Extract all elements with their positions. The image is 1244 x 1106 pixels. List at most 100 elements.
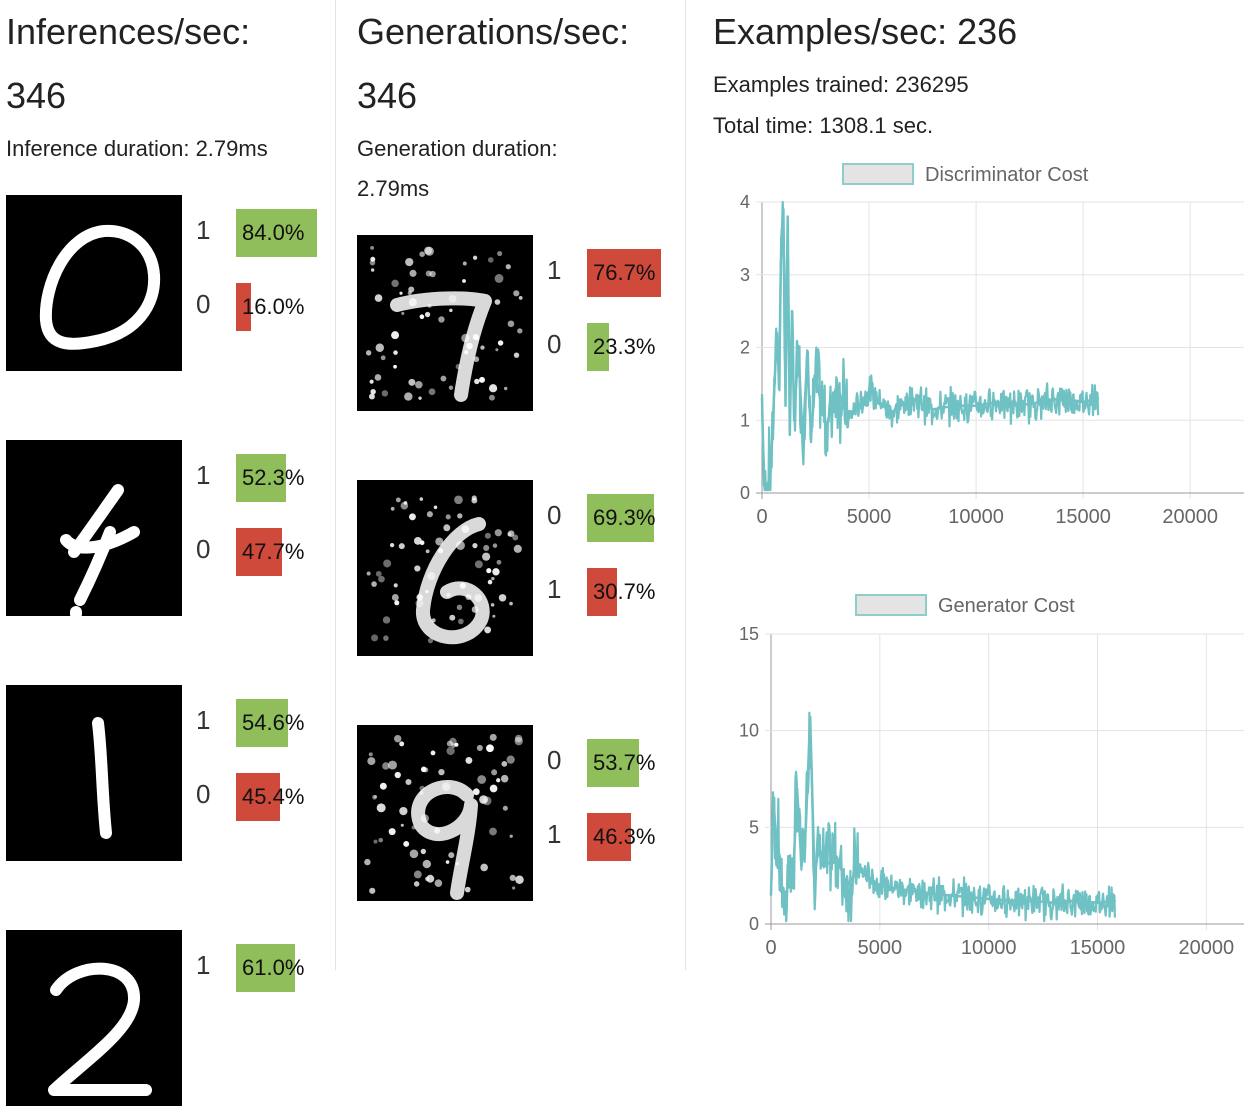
noise-dot: [484, 626, 492, 634]
noise-dot: [371, 581, 377, 587]
series-point: [765, 485, 768, 489]
series-point: [773, 375, 777, 378]
series-point: [782, 208, 785, 211]
digit-stroke: [92, 717, 112, 839]
noise-dot: [415, 381, 423, 389]
prediction-confidence-bar: [587, 323, 610, 371]
noise-dot: [472, 543, 478, 549]
series-line-detail: [760, 200, 1100, 492]
series-line: [760, 208, 1099, 489]
noise-dot: [465, 756, 473, 764]
noise-dot: [431, 618, 436, 623]
series-point: [776, 845, 779, 848]
series-point: [778, 855, 781, 858]
noise-dot: [517, 328, 523, 334]
noise-dot: [482, 796, 492, 806]
noise-dot: [370, 256, 376, 262]
noise-dot: [480, 345, 485, 350]
noise-dot: [461, 333, 470, 343]
series-point: [835, 382, 839, 386]
examples-rate: Examples/sec: 236: [713, 11, 1018, 52]
series-point: [1009, 899, 1012, 902]
noise-dot: [446, 592, 451, 598]
noise-dot: [483, 544, 490, 551]
series-point: [1096, 397, 1100, 400]
noise-dot: [472, 788, 480, 796]
digit-image: [6, 930, 182, 1106]
noise-dot: [503, 386, 508, 391]
generator-cost-chart: Generator Cost 0 5000 10000 15000 20000 0 5 10 15: [686, 585, 1244, 975]
prediction-percent: 16.0%: [242, 294, 305, 319]
noise-dot: [495, 348, 499, 352]
noise-dot: [505, 264, 511, 270]
series-point: [900, 888, 903, 891]
series-point: [910, 397, 914, 400]
noise-dot: [374, 294, 383, 302]
series-point: [810, 433, 813, 436]
noise-dot: [371, 634, 379, 642]
noise-dot: [408, 378, 416, 386]
noise-dot: [445, 514, 451, 520]
noise-dot: [456, 604, 463, 611]
noise-dot: [383, 635, 389, 641]
noise-dot: [497, 340, 504, 346]
noise-dot: [494, 529, 502, 537]
legend-swatch: [855, 594, 927, 616]
noise-dot: [422, 859, 432, 869]
noise-dot: [462, 279, 466, 283]
noise-dot: [405, 257, 414, 267]
series-point: [787, 855, 790, 858]
series-point: [1052, 901, 1056, 904]
noise-dot: [451, 743, 456, 748]
prediction-percent: 54.6%: [242, 710, 305, 735]
series-point: [784, 404, 787, 407]
noise-dot: [486, 744, 494, 753]
series-point: [771, 426, 774, 429]
series-point: [1031, 899, 1034, 902]
noise-dot: [458, 618, 464, 625]
noise-dot: [479, 795, 488, 804]
noise-dot: [507, 320, 515, 328]
noise-dot: [374, 795, 378, 799]
noise-dot: [425, 876, 430, 881]
noise-dot: [403, 840, 410, 847]
series-point: [1060, 397, 1063, 400]
series-point: [801, 440, 804, 444]
noise-dot: [394, 771, 401, 779]
noise-dot: [399, 741, 405, 747]
noise-dot: [441, 782, 451, 791]
prediction-class-label: 1: [196, 950, 211, 980]
series-point: [846, 419, 849, 422]
series-point: [1039, 400, 1042, 404]
noise-dot: [411, 825, 416, 830]
discriminator-cost-chart: Discriminator Cost 0 5000 10000 15000 20000 0 1…: [686, 155, 1244, 555]
noise-dot: [435, 537, 444, 546]
noise-dot: [500, 774, 509, 783]
x-tick-label: 5000: [858, 937, 903, 959]
x-tick-label: 0: [765, 937, 776, 959]
noise-dot: [370, 245, 375, 250]
noise-dot: [401, 311, 405, 315]
noise-dot: [513, 544, 522, 553]
total-time: Total time: 1308.1 sec.: [713, 113, 934, 138]
series-point: [835, 855, 838, 858]
noise-dot: [419, 497, 424, 501]
series-point: [775, 331, 779, 335]
digit-stroke: [48, 962, 152, 1096]
noise-dot: [399, 291, 403, 295]
prediction-percent: 53.7%: [593, 750, 656, 775]
noise-dot: [394, 600, 400, 606]
prediction-class-label: 0: [196, 289, 211, 319]
noise-dot: [473, 356, 480, 363]
series-point: [1113, 899, 1117, 902]
prediction-confidence-bar: [587, 813, 632, 861]
y-tick-label: 5: [749, 817, 759, 837]
series-point: [808, 715, 812, 719]
series-point: [856, 868, 860, 872]
noise-dot: [370, 268, 375, 272]
noise-dot: [370, 389, 376, 395]
noise-dot: [514, 734, 523, 743]
noise-dot: [413, 881, 420, 887]
digit-image: [6, 685, 182, 861]
series-point: [953, 404, 956, 407]
